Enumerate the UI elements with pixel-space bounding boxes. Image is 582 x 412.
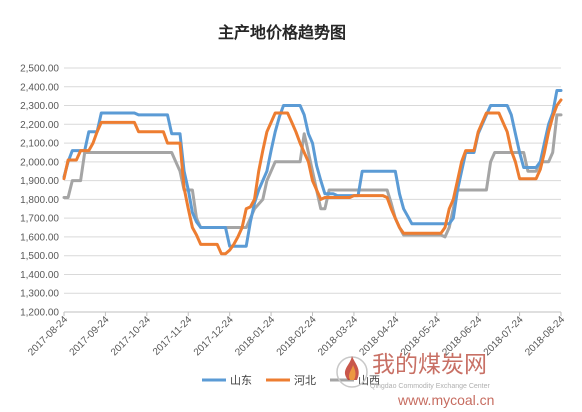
legend-label-0: 山东 (230, 374, 252, 387)
x-tick-label: 2018-08-24 (523, 314, 567, 358)
x-tick-label: 2017-10-24 (109, 314, 153, 358)
y-tick-label: 1,200.00 (20, 308, 59, 319)
legend: 山东 河北 山西 (202, 374, 380, 387)
y-tick-label: 2,200.00 (20, 120, 59, 131)
grid-lines (64, 67, 561, 313)
y-tick-label: 1,900.00 (20, 176, 59, 187)
y-tick-label: 2,000.00 (20, 157, 59, 168)
y-tick-label: 1,400.00 (20, 270, 59, 281)
x-tick-label: 2018-01-24 (233, 314, 277, 358)
y-tick-label: 1,500.00 (20, 251, 59, 262)
y-axis: 1,200.00 1,300.00 1,400.00 1,500.00 1,600.00… (20, 64, 59, 319)
x-tick-label: 2017-08-24 (26, 314, 70, 358)
x-tick-label: 2018-03-24 (316, 314, 360, 358)
y-tick-label: 2,100.00 (20, 139, 59, 150)
series-line-0 (62, 89, 563, 248)
series-line-1 (62, 98, 563, 256)
watermark: 我的煤炭网 Qingdao Commodity Exchange Center … (336, 352, 494, 408)
series-line-2 (62, 113, 563, 239)
y-tick-label: 1,600.00 (20, 232, 59, 243)
y-tick-label: 1,700.00 (20, 214, 59, 225)
legend-label-1: 河北 (294, 374, 316, 387)
watermark-english: Qingdao Commodity Exchange Center (370, 383, 491, 390)
x-tick-label: 2017-11-24 (151, 314, 195, 358)
chart-title: 主产地价格趋势图 (218, 23, 346, 42)
y-tick-label: 2,400.00 (20, 82, 59, 93)
watermark-logo-icon (336, 356, 368, 388)
y-tick-label: 1,300.00 (20, 289, 59, 300)
y-tick-label: 1,800.00 (20, 195, 59, 206)
y-tick-label: 2,500.00 (20, 64, 59, 75)
watermark-url: www.mycoal.cn (397, 392, 494, 408)
x-tick-label: 2017-09-24 (68, 314, 112, 358)
watermark-brand: 我的煤炭网 (372, 352, 487, 378)
legend-label-2: 山西 (358, 374, 380, 387)
series-lines (62, 89, 563, 256)
y-tick-label: 2,300.00 (20, 101, 59, 112)
x-tick-label: 2018-07-24 (482, 314, 526, 358)
x-tick-label: 2017-12-24 (192, 314, 236, 358)
x-tick-label: 2018-02-24 (275, 314, 319, 358)
